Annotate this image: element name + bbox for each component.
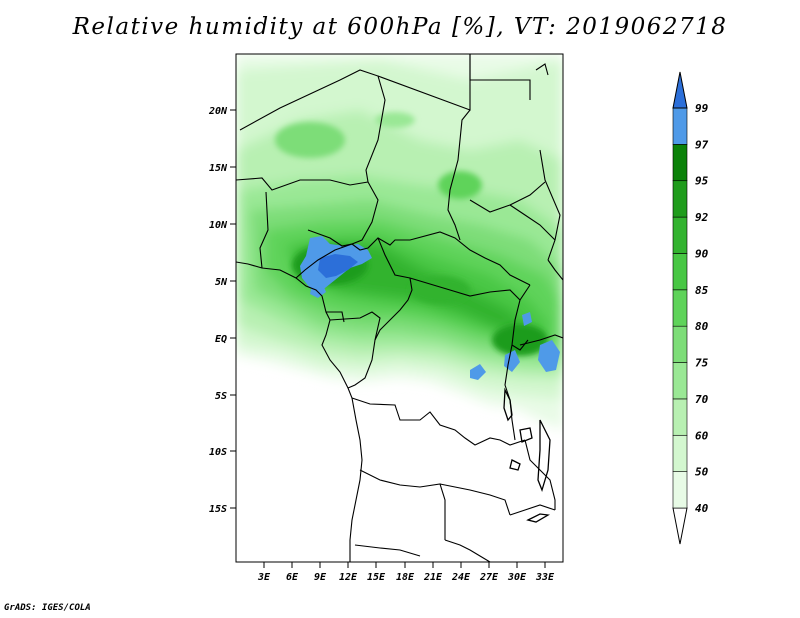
colorbar-segment — [672, 253, 688, 291]
colorbar-level-label: 50 — [695, 466, 709, 479]
lat-axis: 20N 15N 10N 5N EQ 5S 10S 15S — [208, 106, 236, 515]
colorbar-segment — [672, 471, 688, 509]
lat-tick-label: 5N — [215, 277, 228, 288]
colorbar-level-label: 97 — [695, 138, 709, 151]
colorbar: 40 50 60 70 75 80 85 90 92 95 97 99 — [672, 71, 709, 545]
colorbar-level-label: 95 — [695, 175, 709, 188]
colorbar-level-label: 70 — [695, 393, 709, 406]
colorbar-segment — [672, 289, 688, 327]
lon-tick-label: 12E — [339, 572, 358, 583]
colorbar-level-label: 75 — [695, 357, 709, 370]
grads-credit: GrADS: IGES/COLA — [4, 603, 91, 613]
colorbar-segment — [672, 325, 688, 363]
lon-tick-label: 15E — [367, 572, 386, 583]
colorbar-level-label: 85 — [695, 284, 709, 297]
humidity-field — [236, 54, 563, 562]
colorbar-level-label: 60 — [695, 429, 709, 442]
map-title: Relative humidity at 600hPa [%], VT: 201… — [72, 14, 728, 40]
lat-tick-label: 20N — [208, 106, 228, 117]
colorbar-segment — [672, 107, 688, 145]
lon-tick-label: 18E — [396, 572, 415, 583]
lat-tick-label: 10N — [209, 220, 228, 231]
colorbar-level-label: 99 — [695, 102, 709, 115]
lon-tick-label: 24E — [451, 572, 471, 583]
lat-tick-label: 10S — [209, 447, 227, 458]
lon-tick-label: 21E — [423, 572, 443, 583]
lat-tick-label: 5S — [215, 391, 227, 402]
colorbar-segment — [672, 434, 688, 472]
lon-tick-label: 6E — [286, 572, 299, 583]
lat-tick-label: EQ — [215, 334, 227, 345]
colorbar-lower-extension — [672, 507, 688, 545]
colorbar-segment — [672, 398, 688, 436]
colorbar-segment — [672, 144, 688, 182]
colorbar-level-label: 40 — [695, 502, 709, 515]
lon-tick-label: 9E — [314, 572, 327, 583]
country-borders — [236, 54, 563, 562]
map-frame — [235, 53, 564, 563]
colorbar-segment — [672, 180, 688, 218]
colorbar-upper-extension — [672, 71, 688, 109]
colorbar-level-label: 80 — [695, 320, 709, 333]
lon-tick-label: 33E — [535, 572, 555, 583]
lat-tick-label: 15N — [209, 163, 228, 174]
colorbar-segment — [672, 216, 688, 254]
lon-tick-label: 27E — [479, 572, 499, 583]
lon-axis: 3E 6E 9E 12E 15E 18E 21E 24E 27E 30E 33E — [257, 562, 555, 583]
lon-tick-label: 3E — [257, 572, 271, 583]
lon-tick-label: 30E — [507, 572, 527, 583]
colorbar-level-label: 92 — [695, 211, 709, 224]
lat-tick-label: 15S — [209, 504, 227, 515]
colorbar-level-label: 90 — [695, 247, 709, 260]
lakes — [503, 387, 551, 523]
colorbar-segment — [672, 362, 688, 400]
